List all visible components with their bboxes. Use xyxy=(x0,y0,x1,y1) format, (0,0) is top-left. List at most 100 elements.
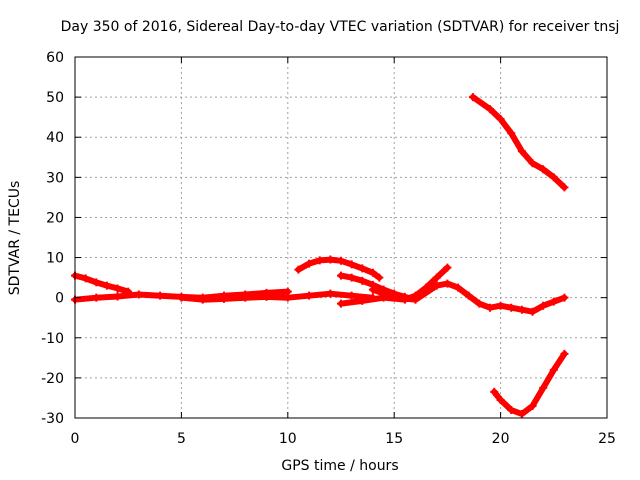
data-point xyxy=(347,273,356,282)
data-series-4 xyxy=(294,255,384,282)
data-point xyxy=(464,291,473,300)
data-point xyxy=(358,264,367,273)
y-tick-label: -10 xyxy=(41,331,64,347)
y-tick-label: 20 xyxy=(46,210,64,226)
data-series-9 xyxy=(490,349,569,418)
data-point xyxy=(358,296,367,305)
data-point xyxy=(475,299,484,308)
data-point xyxy=(156,291,165,300)
data-point xyxy=(326,289,335,298)
data-point xyxy=(81,274,90,283)
y-tick-label: 30 xyxy=(46,170,64,186)
data-point xyxy=(549,297,558,306)
data-point xyxy=(496,115,505,124)
data-point xyxy=(539,165,548,174)
grid-lines xyxy=(75,57,607,418)
y-tick-label: 50 xyxy=(46,90,64,106)
data-series xyxy=(71,93,569,418)
data-point xyxy=(560,183,569,192)
data-point xyxy=(368,268,377,277)
data-point xyxy=(507,303,516,312)
x-tick-label: 15 xyxy=(385,431,403,447)
x-axis-label: GPS time / hours xyxy=(281,458,398,474)
data-point xyxy=(549,365,558,374)
x-tick-label: 0 xyxy=(71,431,80,447)
data-point xyxy=(539,383,548,392)
data-point xyxy=(443,279,452,288)
data-series-1 xyxy=(71,271,133,296)
data-point xyxy=(92,293,101,302)
data-point xyxy=(507,129,516,138)
data-point xyxy=(347,291,356,300)
data-point xyxy=(283,293,292,302)
x-tick-label: 25 xyxy=(598,431,616,447)
data-point xyxy=(390,293,399,302)
data-point xyxy=(507,405,516,414)
data-point xyxy=(358,276,367,285)
y-tick-label: 60 xyxy=(46,50,64,66)
data-point xyxy=(468,93,477,102)
x-tick-label: 5 xyxy=(177,431,186,447)
data-point xyxy=(337,299,345,308)
y-axis-label: SDTVAR / TECUs xyxy=(7,181,23,296)
data-point xyxy=(485,303,494,312)
series-trace xyxy=(491,350,568,417)
data-point xyxy=(102,281,111,290)
data-point xyxy=(411,295,420,304)
data-point xyxy=(432,273,441,282)
data-point xyxy=(485,105,494,114)
data-point xyxy=(379,289,388,298)
data-point xyxy=(134,290,143,299)
y-tick-label: 10 xyxy=(46,251,64,267)
data-point xyxy=(454,283,463,292)
data-point xyxy=(432,281,441,290)
axis-ticks: 0 5 10 15 20 25 -30 -20 -10 0 10 20 30 40 50 60 xyxy=(41,50,616,447)
data-point xyxy=(337,256,345,265)
data-series-7 xyxy=(368,279,569,316)
series-trace xyxy=(178,290,376,303)
data-point xyxy=(198,295,207,304)
x-tick-label: 10 xyxy=(279,431,297,447)
series-trace xyxy=(469,94,568,191)
data-point xyxy=(517,305,526,314)
data-point xyxy=(305,259,314,268)
data-point xyxy=(517,409,526,418)
data-point xyxy=(368,285,377,294)
data-point xyxy=(528,159,537,168)
data-point xyxy=(262,292,271,301)
data-point xyxy=(177,293,186,302)
data-point xyxy=(241,293,250,302)
data-point xyxy=(496,395,505,404)
data-point xyxy=(528,307,537,316)
data-point xyxy=(113,292,122,301)
plot-frame xyxy=(74,56,608,419)
data-point xyxy=(326,255,335,264)
data-point xyxy=(315,256,324,265)
y-tick-label: 40 xyxy=(46,130,64,146)
y-tick-label: 0 xyxy=(55,291,64,307)
data-point xyxy=(560,349,569,358)
data-series-3 xyxy=(177,289,377,304)
data-point xyxy=(337,271,345,280)
data-series-8 xyxy=(468,93,569,192)
data-point xyxy=(347,260,356,269)
data-point xyxy=(490,387,499,396)
data-point xyxy=(528,401,537,410)
data-point xyxy=(113,284,122,293)
data-point xyxy=(294,265,303,274)
data-point xyxy=(549,173,558,182)
data-point xyxy=(496,301,505,310)
data-point xyxy=(517,147,526,156)
data-point xyxy=(443,263,452,272)
y-tick-label: -30 xyxy=(41,411,64,427)
data-point xyxy=(375,273,384,282)
y-tick-label: -20 xyxy=(41,371,64,387)
data-point xyxy=(305,291,314,300)
data-point xyxy=(219,294,228,303)
data-point xyxy=(539,301,548,310)
data-point xyxy=(92,278,101,287)
chart-title: Day 350 of 2016, Sidereal Day-to-day VTE… xyxy=(61,19,620,35)
x-tick-label: 20 xyxy=(492,431,510,447)
data-point xyxy=(560,293,569,302)
